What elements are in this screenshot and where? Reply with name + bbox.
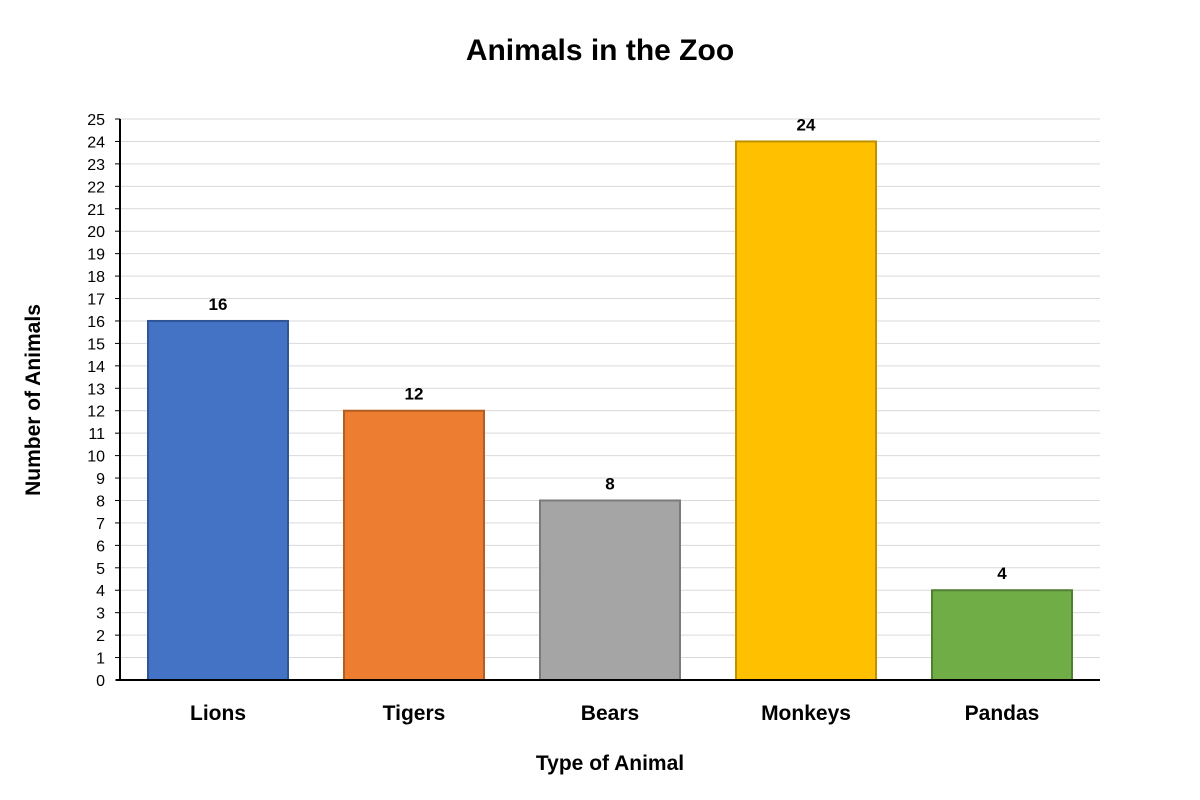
- data-labels: 16 12 8 24 4: [209, 115, 1008, 583]
- y-tick-label: 4: [96, 583, 105, 600]
- x-axis-categories: Lions Tigers Bears Monkeys Pandas: [190, 702, 1039, 725]
- y-tick-label: 23: [87, 157, 105, 174]
- x-tick-label-bears: Bears: [581, 702, 639, 725]
- y-tick-label: 1: [96, 651, 105, 668]
- data-label-lions: 16: [209, 295, 228, 314]
- bar-lions: [147, 319, 289, 681]
- bar-bears: [539, 499, 681, 682]
- y-tick-label: 22: [87, 179, 105, 196]
- bar-monkeys: [735, 140, 877, 681]
- x-tick-label-pandas: Pandas: [965, 702, 1040, 725]
- data-label-pandas: 4: [997, 564, 1007, 583]
- x-axis-title: Type of Animal: [536, 752, 684, 775]
- y-tick-label: 5: [96, 561, 105, 578]
- y-axis-ticks: 0123456789101112131415161718192021222324…: [87, 112, 120, 690]
- y-tick-label: 10: [87, 449, 105, 466]
- y-tick-label: 19: [87, 247, 105, 264]
- data-label-tigers: 12: [405, 385, 424, 404]
- y-tick-label: 14: [87, 359, 105, 376]
- y-tick-label: 18: [87, 269, 105, 286]
- x-tick-label-tigers: Tigers: [383, 702, 446, 725]
- y-tick-label: 25: [87, 112, 105, 129]
- y-tick-label: 0: [96, 673, 105, 690]
- y-tick-label: 17: [87, 292, 105, 309]
- y-tick-label: 9: [96, 471, 105, 488]
- y-tick-label: 6: [96, 538, 105, 555]
- y-tick-label: 8: [96, 493, 105, 510]
- y-tick-label: 3: [96, 606, 105, 623]
- y-tick-label: 12: [87, 404, 105, 421]
- bar-tigers: [343, 409, 485, 681]
- y-tick-label: 16: [87, 314, 105, 331]
- bar-pandas: [931, 589, 1073, 681]
- y-tick-label: 20: [87, 224, 105, 241]
- y-tick-label: 2: [96, 628, 105, 645]
- y-tick-label: 24: [87, 134, 105, 151]
- x-tick-label-lions: Lions: [190, 702, 246, 725]
- x-tick-label-monkeys: Monkeys: [761, 702, 851, 725]
- chart-title: Animals in the Zoo: [466, 34, 734, 67]
- data-label-bears: 8: [605, 474, 614, 493]
- y-tick-label: 11: [88, 426, 105, 443]
- y-tick-label: 15: [87, 336, 105, 353]
- bars: [147, 140, 1073, 682]
- y-tick-label: 13: [87, 381, 105, 398]
- y-tick-label: 7: [96, 516, 105, 533]
- data-label-monkeys: 24: [797, 115, 816, 134]
- y-tick-label: 21: [87, 202, 105, 219]
- y-axis-title: Number of Animals: [22, 304, 45, 496]
